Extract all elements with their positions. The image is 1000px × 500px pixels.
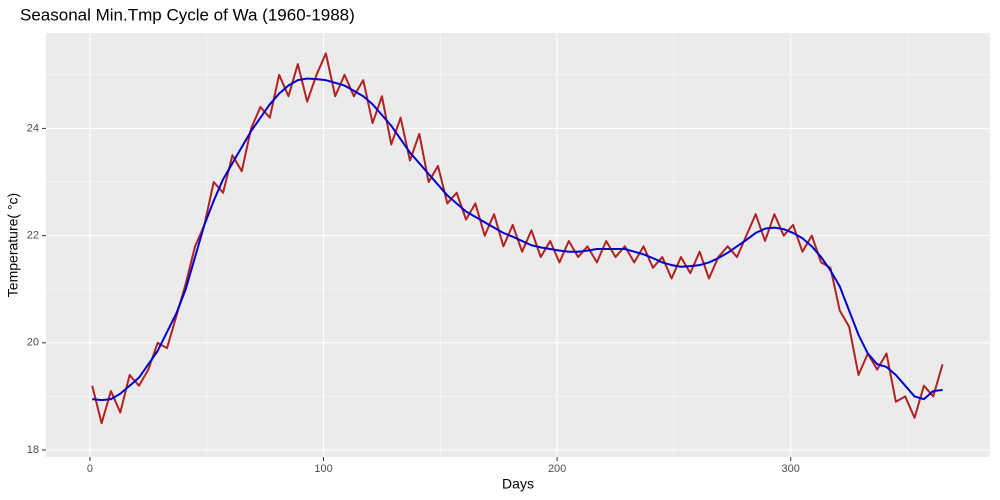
chart-title: Seasonal Min.Tmp Cycle of Wa (1960-1988)	[20, 5, 355, 24]
y-axis-label: Temperature( °c)	[5, 193, 21, 297]
x-tick-label: 200	[548, 463, 566, 475]
y-tick-label: 22	[27, 230, 39, 242]
x-tick-label: 100	[314, 463, 332, 475]
y-tick-label: 24	[27, 122, 39, 134]
x-tick-label: 0	[87, 463, 93, 475]
panel	[46, 33, 990, 457]
x-axis-label: Days	[502, 476, 534, 492]
y-tick-label: 18	[27, 444, 39, 456]
x-tick-label: 300	[782, 463, 800, 475]
y-tick-label: 20	[27, 337, 39, 349]
data-line	[92, 77, 943, 402]
